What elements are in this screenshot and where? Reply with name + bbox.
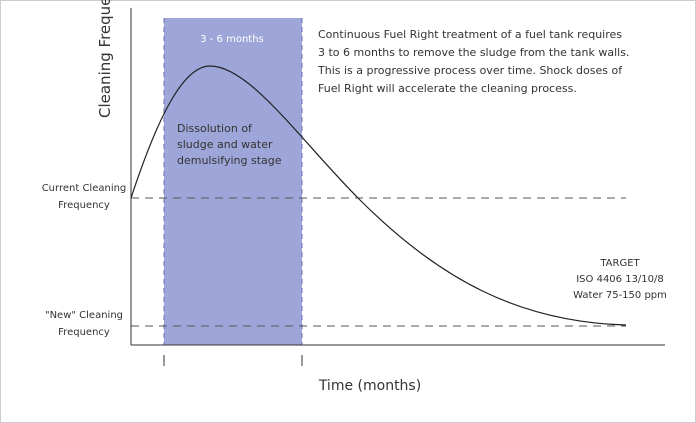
band-label: 3 - 6 months [200,34,264,45]
band [164,18,302,345]
description: This is a progressive process over time.… [317,64,623,77]
target-label: ISO 4406 13/10/8 [576,274,664,285]
current-label: Frequency [58,200,110,211]
current-label: Current Cleaning [42,183,127,194]
description: 3 to 6 months to remove the sludge from … [318,46,629,59]
new-label: Frequency [58,327,110,338]
description: Continuous Fuel Right treatment of a fue… [318,28,622,41]
new-label: "New" Cleaning [45,310,123,321]
stage-label: Dissolution of [177,122,253,135]
y-axis-label: Cleaning Frequency [96,0,114,118]
stage-label: demulsifying stage [177,154,282,167]
curve [130,65,627,326]
target-label: Water 75-150 ppm [573,290,667,301]
stage-label: sludge and water [177,138,273,151]
target-label: TARGET [599,258,640,269]
x-axis-label: Time (months) [318,378,421,394]
description: Fuel Right will accelerate the cleaning … [318,82,577,95]
